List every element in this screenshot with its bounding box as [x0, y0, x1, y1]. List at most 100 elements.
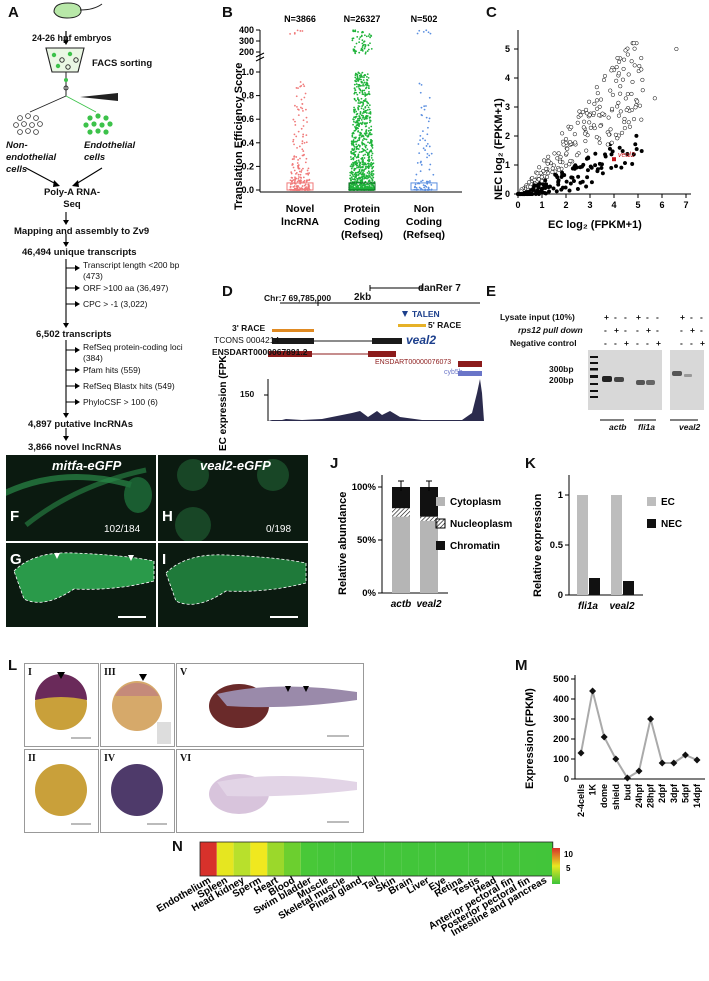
c-point [556, 151, 561, 156]
b-point [370, 133, 372, 136]
e-sign: - [604, 338, 607, 348]
c-point [614, 78, 619, 83]
b-point [355, 174, 358, 177]
b-point [372, 173, 375, 175]
b-point [372, 165, 375, 168]
c-point [594, 98, 600, 103]
j-legend-swatch [436, 497, 445, 506]
b-point [359, 36, 362, 39]
b-point [368, 121, 371, 124]
c-point [625, 92, 630, 97]
b-point [372, 170, 375, 172]
b-point [292, 140, 295, 143]
scale-bar-g [118, 616, 146, 618]
c-ytick-label: 3 [505, 102, 510, 112]
e-sign: - [636, 338, 639, 348]
b-point [361, 122, 363, 125]
b-point [415, 186, 418, 189]
n-heat-cell [368, 842, 385, 876]
b-point [429, 163, 432, 166]
b-point [370, 142, 373, 144]
b-point [351, 152, 354, 155]
b-point [362, 79, 365, 82]
panel-label-f: F [10, 508, 20, 525]
e-sign: - [700, 312, 703, 322]
d-ylabel: EC expression (FPKM) [218, 355, 229, 451]
e-sign: - [680, 325, 683, 335]
b-point [363, 47, 366, 50]
c-point [632, 46, 637, 51]
c-point [578, 113, 583, 118]
b-n-label: N=502 [411, 14, 438, 24]
b-point [350, 176, 353, 179]
c-point [537, 165, 542, 170]
b-point [291, 164, 294, 166]
b-point [349, 185, 351, 187]
b-point [368, 93, 371, 96]
n-heat-cell [536, 842, 553, 876]
b-point [363, 89, 366, 92]
c-point [674, 46, 679, 52]
filter-orf: ORF >100 aa (36,497) [83, 283, 169, 293]
b-point [304, 161, 307, 164]
b-point [365, 35, 368, 38]
c-point [627, 124, 632, 129]
c-point [623, 96, 628, 101]
c-xtick-label: 3 [587, 200, 592, 210]
filter-phylocsf: PhyloCSF > 100 (6) [83, 397, 158, 407]
b-point [349, 156, 352, 158]
c-ytick-label: 2 [505, 131, 510, 141]
b-point [354, 89, 357, 91]
d-scale: 2kb [354, 292, 372, 303]
m-point [670, 759, 678, 767]
b-tick-label: 400 [239, 25, 254, 35]
b-point [367, 170, 370, 173]
b-point [358, 134, 361, 137]
b-point [296, 162, 299, 164]
n-heat-cell [351, 842, 368, 876]
b-point [361, 172, 364, 175]
b-point [418, 82, 421, 85]
b-point [432, 173, 435, 176]
b-point [361, 91, 364, 94]
c-point [550, 166, 555, 171]
b-point [366, 73, 369, 75]
b-point [351, 165, 354, 168]
k-legend-swatch [647, 519, 656, 528]
b-point [368, 151, 371, 154]
panel-j-svg: Relative abundance 0% 50% 100% actb veal2 C… [337, 475, 512, 610]
b-point [369, 149, 372, 152]
b-point [353, 109, 356, 112]
b-point [360, 176, 363, 179]
b-point [293, 143, 295, 146]
b-point [364, 92, 366, 94]
e-sign: - [680, 338, 683, 348]
l-stage-iv [100, 749, 175, 833]
m-x-label: 24hpf [634, 783, 644, 808]
k-legend-label: EC [661, 497, 675, 508]
b-point [366, 183, 369, 186]
b-point [359, 184, 362, 186]
c-point [626, 120, 631, 125]
b-point [421, 179, 424, 182]
e-lane-actb: actb [609, 422, 627, 432]
b-group-label: Coding [344, 216, 380, 228]
b-point [424, 139, 427, 142]
c-point [617, 59, 622, 64]
b-point [301, 30, 304, 32]
c-point [634, 147, 639, 152]
l-stage-vi [176, 749, 364, 833]
b-point [427, 120, 430, 123]
b-point [294, 172, 297, 175]
b-point [361, 31, 363, 34]
c-point [652, 96, 657, 101]
b-point [297, 177, 300, 180]
b-point [295, 87, 298, 89]
n-heat-cell [485, 842, 503, 876]
c-point [631, 41, 636, 46]
b-point [361, 90, 364, 93]
b-point [307, 167, 310, 170]
b-box [410, 182, 438, 191]
b-point [368, 173, 370, 175]
c-point [576, 174, 581, 179]
